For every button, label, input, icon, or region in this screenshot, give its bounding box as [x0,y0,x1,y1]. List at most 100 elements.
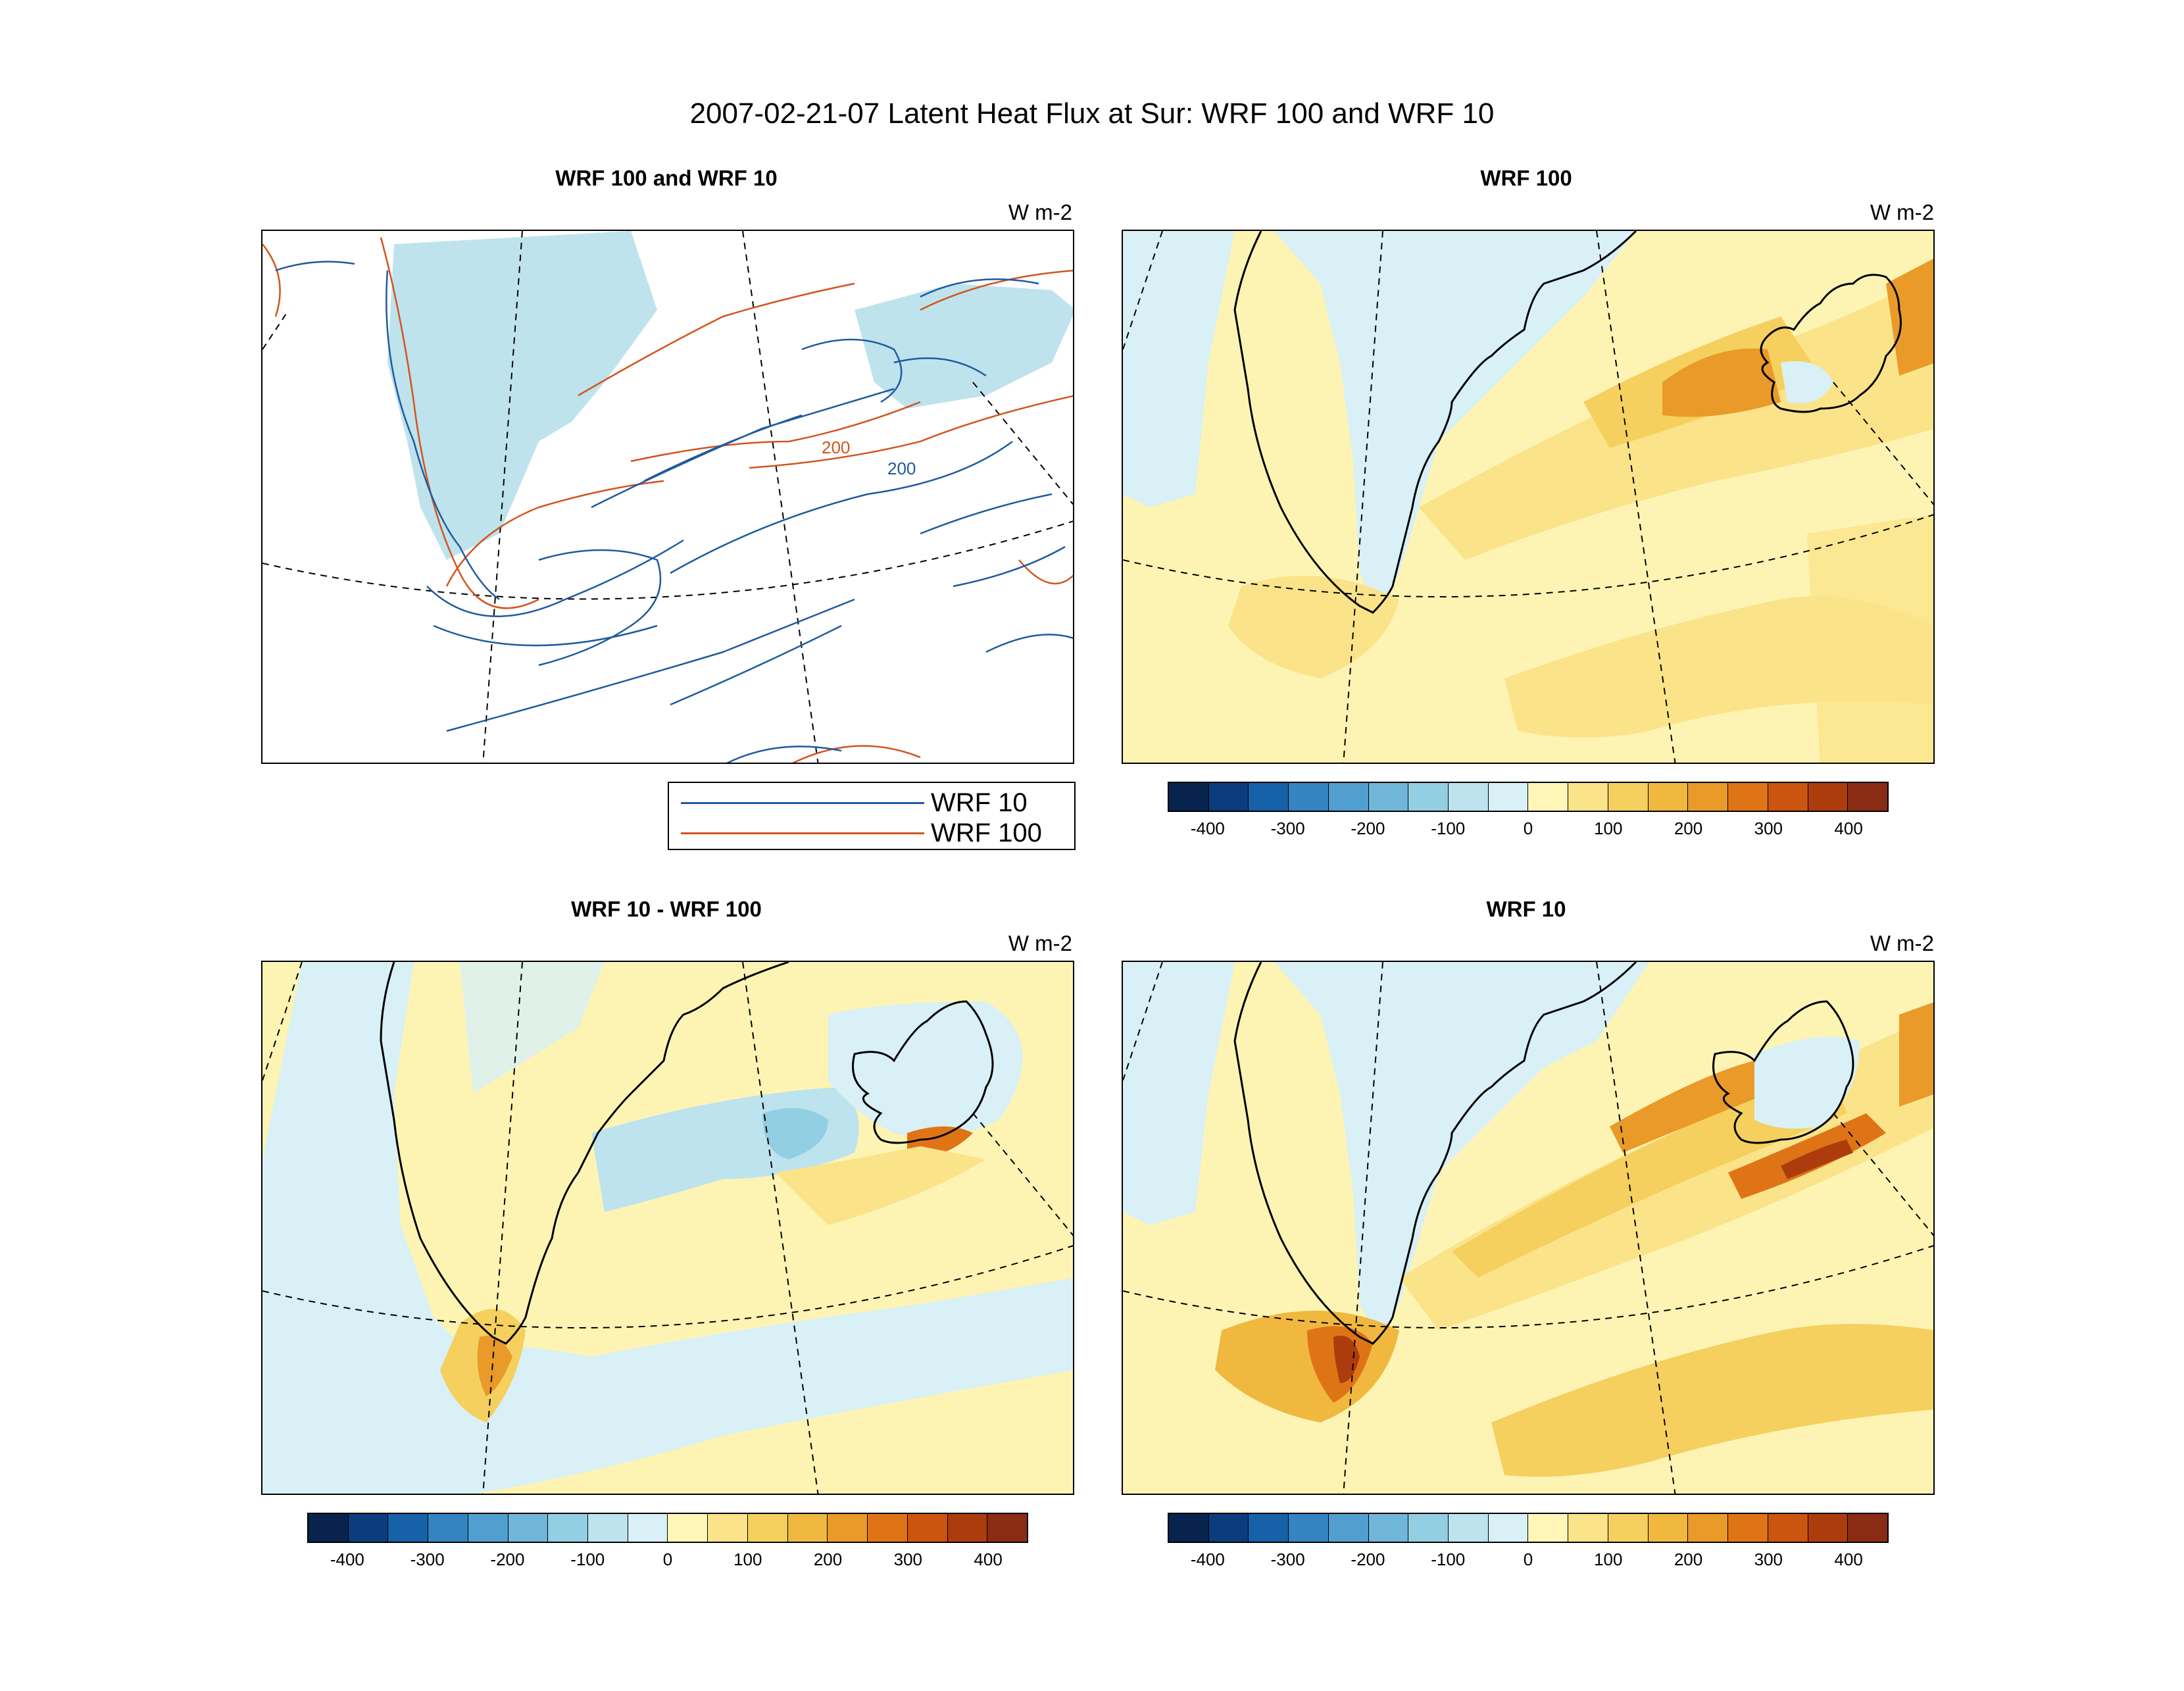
legend-label-wrf10: WRF 10 [931,788,1028,817]
units-wrf100: W m-2 [1870,200,1934,224]
graticule-line [482,231,523,763]
graticule-line [1833,382,1933,505]
field-max [1333,1336,1360,1383]
colorbar-tick-labels: -400 -300 -200 -100 0 100 200 300 400 [1168,1543,1889,1569]
coastline-greenland [1233,231,1637,614]
colorbar-swatches [1168,1513,1889,1543]
colorbar-swatches [307,1513,1028,1543]
colorbar-swatch [668,1514,708,1542]
field-max [1899,1002,1933,1107]
coastline-greenland [1233,962,1637,1345]
overlay-shaded-region-east [855,284,1073,409]
colorbar-tick-label: 100 [1594,1550,1623,1569]
colorbar-swatch [828,1514,868,1542]
colorbar-tick-label: 100 [733,1550,762,1569]
colorbar-swatch [1528,1514,1569,1542]
overlay-contour-plot: 200 200 [262,231,1073,763]
field-positive-band [1228,576,1399,678]
graticule-line [1123,514,1933,597]
colorbar-swatch [1728,783,1768,811]
field-max [1781,1140,1853,1179]
graticule-line [262,520,1073,600]
colorbar-swatch [1408,783,1449,811]
field-negative-region [262,1278,1073,1494]
legend-item-wrf10: WRF 10 [681,788,1028,818]
colorbar-swatch [1328,783,1369,811]
field-negative-region [1518,962,1649,1067]
colorbar-swatch [747,1514,788,1542]
graticule-line [262,309,289,350]
wrf100-field-plot [1123,231,1933,763]
colorbar-swatch [1169,1514,1209,1542]
legend-item-wrf100: WRF 100 [681,819,1042,848]
contour-label-wrf10: 200 [887,459,916,478]
colorbar-swatch [1488,783,1529,811]
colorbar-tick-label: 0 [662,1550,673,1569]
colorbar-swatch [1848,1514,1887,1542]
figure-title: 2007-02-21-07 Latent Heat Flux at Sur: W… [689,97,1495,130]
panel-title-diff: WRF 10 - WRF 100 [571,897,762,921]
colorbar-swatch [1608,783,1649,811]
field-negative-region [1123,962,1235,1225]
coastline-iceland [1760,274,1902,413]
colorbar-tick-label: 300 [893,1550,923,1569]
field-positive-band [1504,596,1933,738]
colorbar-swatch [1208,783,1249,811]
colorbar-tick-label: 200 [1674,819,1703,838]
legend-line-wrf100 [681,832,924,834]
colorbar-swatch [1328,1514,1369,1542]
coastline-iceland [1712,1000,1854,1144]
contours-wrf100 [262,237,1073,763]
colorbar-tick-label: -400 [1190,1550,1225,1569]
map-wrf100 [1122,230,1935,764]
colorbar-tick-label: -200 [1351,819,1385,838]
colorbar-swatch [1449,783,1489,811]
iceland-interior [1754,1036,1860,1129]
colorbar-swatch [588,1514,628,1542]
field-negative-region [262,962,460,1383]
colorbar-swatch [1768,783,1808,811]
colorbar-tick-label: 0 [1523,1550,1533,1569]
contours-wrf10 [275,261,1073,763]
colorbar-tick-label: -400 [1190,819,1225,838]
colorbar-tick-label: 400 [974,1550,1003,1569]
diff-field-plot [262,962,1073,1494]
colorbar-swatch [1289,783,1329,811]
colorbar-swatch [1249,1514,1289,1542]
colorbar-swatch [987,1514,1027,1542]
graticule-line [742,231,819,763]
colorbar-swatch [1768,1514,1808,1542]
colorbar-swatch [468,1514,509,1542]
colorbar-tick-label: -300 [1270,819,1305,838]
graticule-line [972,1113,1073,1236]
field-positive-band [1491,1324,1933,1477]
field-negative-region [1274,231,1636,613]
field-positive-band [1452,1074,1847,1278]
colorbar-swatch [708,1514,748,1542]
graticule-line [1123,231,1163,350]
graticule-line [262,962,303,1081]
field-max [1610,1061,1768,1153]
colorbar-diff: -400 -300 -200 -100 0 100 200 300 400 [307,1513,1028,1569]
contour-label-wrf100: 200 [822,438,850,457]
colorbar-swatch [348,1514,389,1542]
colorbar-swatch [1488,1514,1529,1542]
legend-line-wrf10 [681,802,924,804]
colorbar-swatch [1368,783,1409,811]
colorbar-swatch [1648,783,1689,811]
colorbar-swatch [1249,783,1289,811]
colorbar-tick-label: 400 [1834,819,1863,838]
colorbar-tick-label: 200 [1674,1550,1703,1569]
colorbar-tick-label: -300 [410,1550,445,1569]
colorbar-swatch [1169,783,1209,811]
wrf10-field-plot [1123,962,1933,1494]
colorbar-swatch [548,1514,589,1542]
colorbar-swatch [388,1514,429,1542]
legend-box: WRF 10 WRF 100 [668,782,1076,850]
colorbar-swatch [1528,783,1569,811]
field-positive-band [776,1146,986,1225]
colorbar-swatch [1368,1514,1409,1542]
units-diff: W m-2 [1008,931,1072,955]
graticule-line [262,1245,1073,1328]
graticule-line [1343,231,1383,763]
